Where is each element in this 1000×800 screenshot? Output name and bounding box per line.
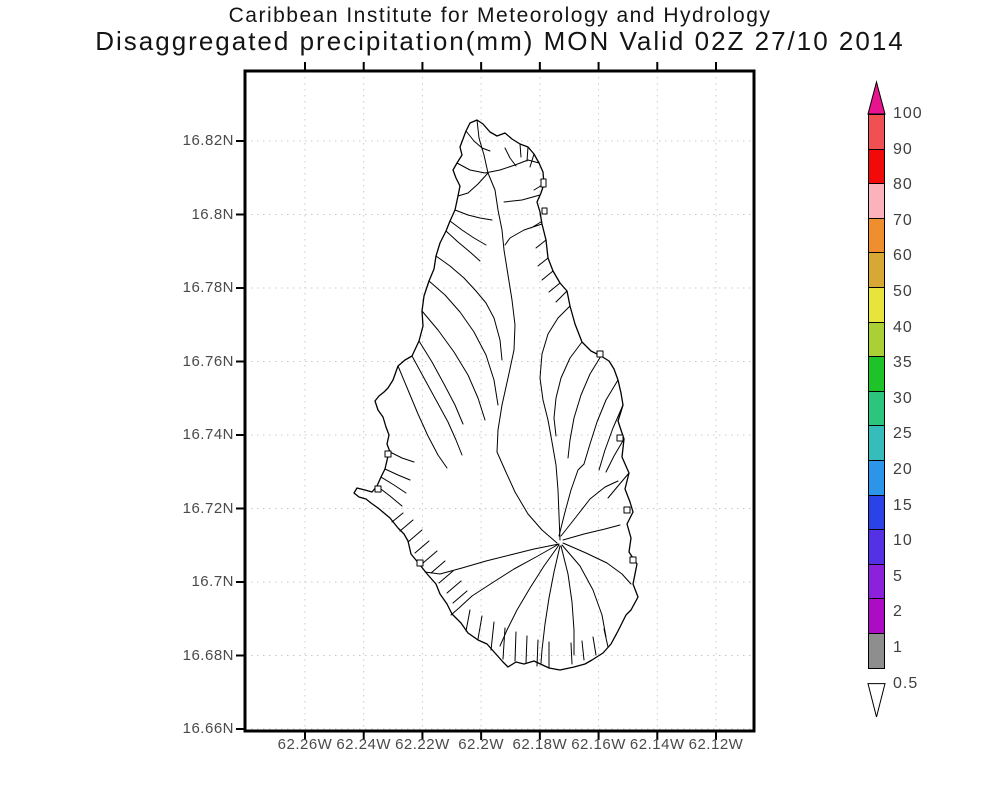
coastal-gully-lines <box>391 512 609 669</box>
plot-frame <box>236 62 756 740</box>
lon-tick-label: 62.12W <box>688 736 744 753</box>
lon-tick-label: 62.22W <box>395 736 450 753</box>
colorbar-segment <box>868 217 885 254</box>
page-title: Caribbean Institute for Meteorology and … <box>228 4 772 27</box>
lon-tick-label: 62.24W <box>336 736 392 753</box>
coastal-cell-marks <box>374 178 637 567</box>
colorbar-segment <box>868 356 885 392</box>
colorbar <box>868 114 885 669</box>
colorbar-segment <box>868 425 885 461</box>
lat-tick-label: 16.68N <box>182 646 234 664</box>
colorbar-tick-label: 10 <box>893 532 913 550</box>
colorbar-segment <box>868 598 885 634</box>
colorbar-tick-label: 30 <box>893 389 913 407</box>
colorbar-segment <box>868 632 885 669</box>
colorbar-tick-label: 20 <box>893 461 913 478</box>
lon-tick-label: 62.14W <box>629 736 685 753</box>
colorbar-tick-label: 90 <box>893 140 913 158</box>
colorbar-segment <box>868 390 885 427</box>
lat-tick-label: 16.76N <box>182 352 234 370</box>
lat-tick-label: 16.82N <box>182 132 234 149</box>
island-coastline <box>353 119 639 671</box>
colorbar-segment <box>868 321 885 358</box>
page-subtitle: Disaggregated precipitation(mm) MON Vali… <box>95 26 905 56</box>
lon-tick-label: 62.2W <box>458 736 505 753</box>
colorbar-top-arrow <box>867 80 886 115</box>
colorbar-segment <box>868 494 885 531</box>
lat-tick-label: 16.72N <box>182 499 234 517</box>
colorbar-segment <box>868 563 885 600</box>
colorbar-tick-label: 2 <box>893 603 903 621</box>
colorbar-tick-label: 80 <box>893 176 913 194</box>
watershed-lines-south <box>424 463 632 664</box>
lat-tick-label: 16.78N <box>182 279 234 296</box>
lon-tick-label: 62.18W <box>512 736 568 753</box>
colorbar-segment <box>868 529 885 565</box>
colorbar-segment <box>868 183 885 219</box>
lat-tick-label: 16.74N <box>182 426 234 443</box>
lon-tick-label: 62.16W <box>571 736 626 753</box>
colorbar-segment <box>868 459 885 496</box>
colorbar-tick-label: 40 <box>893 318 913 336</box>
colorbar-tick-label: 0.5 <box>893 674 919 692</box>
lon-tick-label: 62.26W <box>277 736 333 753</box>
colorbar-tick-label: 50 <box>893 283 913 300</box>
colorbar-tick-label: 100 <box>893 105 923 122</box>
colorbar-tick-label: 5 <box>893 567 903 585</box>
colorbar-segment <box>868 114 885 150</box>
colorbar-tick-label: 1 <box>893 639 903 656</box>
lat-tick-label: 16.7N <box>191 573 234 590</box>
colorbar-bottom-arrow <box>867 683 886 718</box>
watershed-lines-central <box>376 239 630 544</box>
grid-lines <box>245 71 754 731</box>
watershed-lines-north <box>445 119 545 262</box>
colorbar-segment <box>868 252 885 288</box>
lat-tick-label: 16.8N <box>191 205 234 223</box>
colorbar-tick-label: 35 <box>893 354 913 372</box>
colorbar-tick-label: 60 <box>893 247 913 265</box>
colorbar-tick-label: 25 <box>893 425 913 443</box>
colorbar-tick-label: 15 <box>893 496 913 514</box>
lat-tick-label: 16.66N <box>182 720 234 737</box>
island-map <box>353 119 639 671</box>
colorbar-segment <box>868 148 885 185</box>
colorbar-tick-label: 70 <box>893 211 913 229</box>
colorbar-segment <box>868 286 885 323</box>
